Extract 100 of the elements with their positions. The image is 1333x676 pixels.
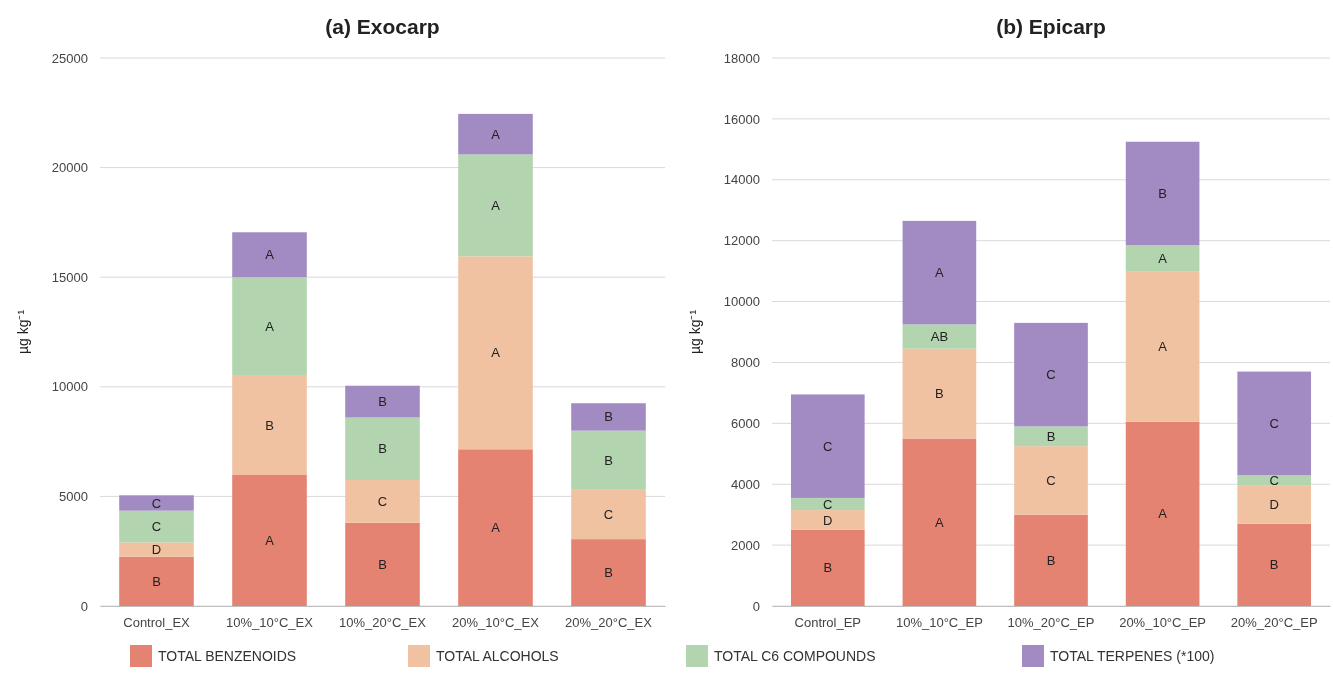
y-tick-label: 10000 [51,379,88,395]
bar [345,522,420,606]
data-label: B [604,409,613,425]
data-label: A [935,265,945,281]
bar [458,154,533,257]
y-tick-label: 6000 [731,415,760,431]
bar [345,417,420,480]
data-label: A [491,126,501,142]
bar [345,479,420,523]
data-label: B [604,565,613,581]
data-label: B [378,441,387,457]
x-tick-label: 20%_10°C_EX [452,615,540,631]
y-tick-label: 20000 [51,160,88,176]
y-tick-label: 0 [752,598,760,614]
y-tick-label: 14000 [723,172,760,188]
bar [790,510,865,530]
bar [1014,446,1088,515]
data-label: A [265,319,275,335]
bar [1125,245,1200,272]
legend-label: TOTAL TERPENES (*100) [1050,647,1215,664]
data-label: A [1158,506,1168,522]
data-label: B [1269,557,1279,573]
bar [1014,426,1088,447]
data-label: B [1046,428,1056,444]
x-tick-label: Control_EP [794,615,862,631]
x-tick-label: 10%_10°C_EX [226,615,314,631]
data-label: C [151,495,162,511]
data-label: B [823,560,833,576]
data-label: C [377,493,388,509]
bar [790,497,865,511]
bar [232,375,307,475]
bar [571,489,646,540]
data-label: A [265,532,275,548]
data-label: A [491,520,501,536]
data-label: B [378,556,387,572]
y-axis-title: µg kg⁻¹ [15,309,31,355]
data-label: B [265,417,274,433]
y-tick-label: 18000 [723,50,760,66]
chart-title: (b) Epicarp [996,15,1106,38]
chart-title: (a) Exocarp [325,15,440,38]
data-label: C [1046,472,1056,488]
data-label: C [1046,367,1056,383]
y-tick-label: 25000 [51,50,88,66]
data-label: A [1158,250,1168,266]
bar [902,220,977,325]
bar [345,385,420,418]
x-tick-label: Control_EX [123,615,191,631]
data-label: A [265,247,275,263]
data-label: C [603,507,614,523]
bar [571,430,646,490]
data-label: B [935,386,944,402]
data-label: B [378,394,387,410]
data-label: A [935,514,945,530]
legend-label: TOTAL C6 COMPOUNDS [714,647,876,664]
bar [458,449,533,606]
legend-label: TOTAL BENZENOIDS [158,647,297,664]
bar [232,474,307,606]
bar [1125,141,1200,246]
bar [1237,371,1312,476]
data-label: AB [930,329,949,345]
bar [902,438,977,606]
bar [790,529,865,606]
bar [1014,322,1088,427]
data-label: B [604,452,613,468]
y-tick-label: 10000 [723,294,760,310]
x-tick-label: 20%_20°C_EX [565,615,653,631]
bar [1125,271,1200,422]
y-tick-label: 16000 [723,111,760,127]
data-label: C [1269,415,1279,431]
y-tick-label: 5000 [59,489,88,505]
data-label: D [151,542,162,558]
bar [902,348,977,439]
data-label: C [151,519,162,535]
data-label: D [1269,497,1279,513]
bar [232,232,307,278]
bar [790,394,865,498]
data-label: D [823,512,833,528]
data-label: A [491,345,501,361]
y-axis-title: µg kg⁻¹ [687,309,703,355]
bar [458,113,533,155]
y-tick-label: 8000 [731,355,760,371]
bar [119,495,194,511]
data-label: B [1046,552,1056,568]
x-tick-label: 20%_20°C_EP [1230,615,1318,631]
data-label: C [1269,472,1279,488]
legend-label: TOTAL ALCOHOLS [436,647,559,664]
x-tick-label: 10%_10°C_EP [895,615,983,631]
y-tick-label: 4000 [731,476,760,492]
x-tick-label: 20%_10°C_EP [1119,615,1207,631]
bar [1237,485,1312,524]
data-label: A [491,197,501,213]
x-tick-label: 10%_20°C_EX [339,615,427,631]
bar [119,510,194,543]
y-tick-label: 0 [80,598,88,614]
bar [1125,421,1200,606]
bar [1014,514,1088,606]
y-tick-label: 15000 [51,269,88,285]
y-tick-label: 2000 [731,537,760,553]
bar [1237,523,1312,606]
bar [1237,475,1312,486]
